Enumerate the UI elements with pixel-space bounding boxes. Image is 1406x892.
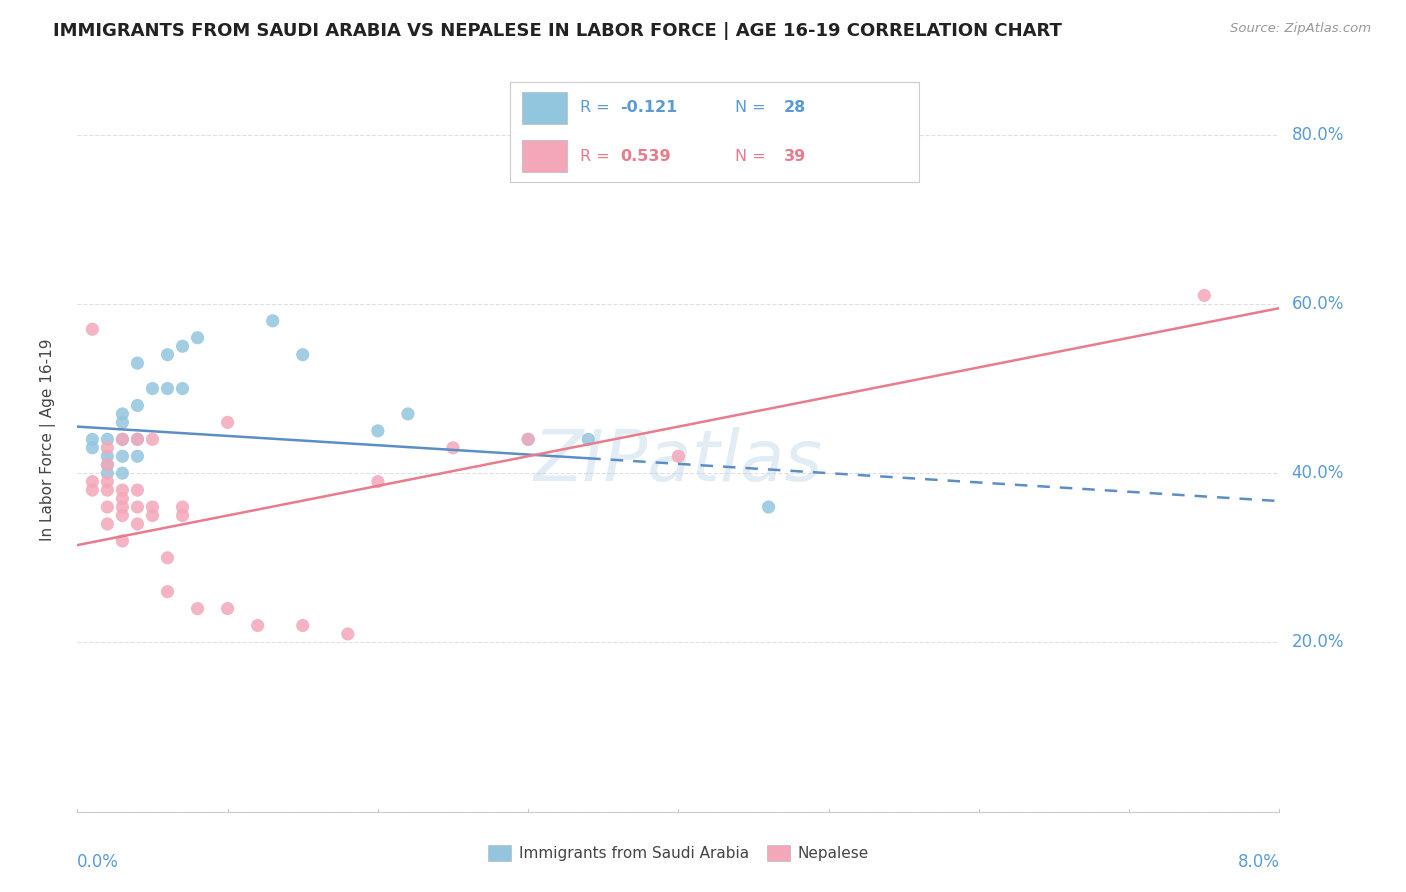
Point — [96, 516, 118, 531]
Point — [96, 432, 118, 446]
Point — [127, 500, 149, 514]
Point — [668, 449, 690, 463]
Point — [111, 407, 134, 421]
Point — [111, 466, 134, 480]
Point — [156, 382, 179, 396]
Point — [141, 382, 163, 396]
Point — [127, 516, 149, 531]
Text: 40.0%: 40.0% — [1292, 464, 1344, 483]
Point — [82, 322, 104, 336]
Point — [141, 508, 163, 523]
Text: 60.0%: 60.0% — [1292, 295, 1344, 313]
Text: 80.0%: 80.0% — [1292, 126, 1344, 144]
Text: 8.0%: 8.0% — [1237, 853, 1279, 871]
Point — [262, 314, 284, 328]
Point — [396, 407, 419, 421]
Point — [217, 601, 239, 615]
Point — [96, 458, 118, 472]
Point — [111, 483, 134, 497]
Point — [517, 432, 540, 446]
Text: IMMIGRANTS FROM SAUDI ARABIA VS NEPALESE IN LABOR FORCE | AGE 16-19 CORRELATION : IMMIGRANTS FROM SAUDI ARABIA VS NEPALESE… — [53, 22, 1063, 40]
Point — [111, 416, 134, 430]
Point — [186, 331, 209, 345]
Point — [517, 432, 540, 446]
Point — [441, 441, 464, 455]
Point — [172, 508, 194, 523]
Point — [336, 627, 359, 641]
Point — [111, 432, 134, 446]
Point — [1194, 288, 1216, 302]
Point — [111, 491, 134, 506]
Point — [186, 601, 209, 615]
Point — [291, 348, 314, 362]
Point — [367, 424, 389, 438]
Point — [111, 449, 134, 463]
Point — [96, 441, 118, 455]
Point — [156, 348, 179, 362]
Point — [96, 449, 118, 463]
Point — [156, 584, 179, 599]
Point — [111, 533, 134, 548]
Point — [291, 618, 314, 632]
Point — [111, 508, 134, 523]
Point — [127, 449, 149, 463]
Point — [96, 483, 118, 497]
Point — [96, 500, 118, 514]
Point — [141, 500, 163, 514]
Point — [82, 432, 104, 446]
Point — [172, 382, 194, 396]
Point — [172, 500, 194, 514]
Point — [127, 483, 149, 497]
Text: 20.0%: 20.0% — [1292, 633, 1344, 651]
Point — [82, 441, 104, 455]
Point — [111, 500, 134, 514]
Y-axis label: In Labor Force | Age 16-19: In Labor Force | Age 16-19 — [41, 338, 56, 541]
Point — [758, 500, 780, 514]
Point — [127, 399, 149, 413]
Point — [217, 416, 239, 430]
Point — [111, 432, 134, 446]
Point — [172, 339, 194, 353]
Point — [127, 356, 149, 370]
Point — [96, 475, 118, 489]
Point — [82, 483, 104, 497]
Point — [127, 432, 149, 446]
Point — [367, 475, 389, 489]
Legend: Immigrants from Saudi Arabia, Nepalese: Immigrants from Saudi Arabia, Nepalese — [482, 839, 875, 867]
Text: ZIPatlas: ZIPatlas — [534, 427, 823, 496]
Point — [141, 432, 163, 446]
Point — [156, 550, 179, 565]
Point — [96, 458, 118, 472]
Point — [82, 475, 104, 489]
Point — [576, 432, 599, 446]
Point — [246, 618, 269, 632]
Point — [127, 432, 149, 446]
Text: 0.0%: 0.0% — [77, 853, 120, 871]
Text: Source: ZipAtlas.com: Source: ZipAtlas.com — [1230, 22, 1371, 36]
Point — [96, 466, 118, 480]
